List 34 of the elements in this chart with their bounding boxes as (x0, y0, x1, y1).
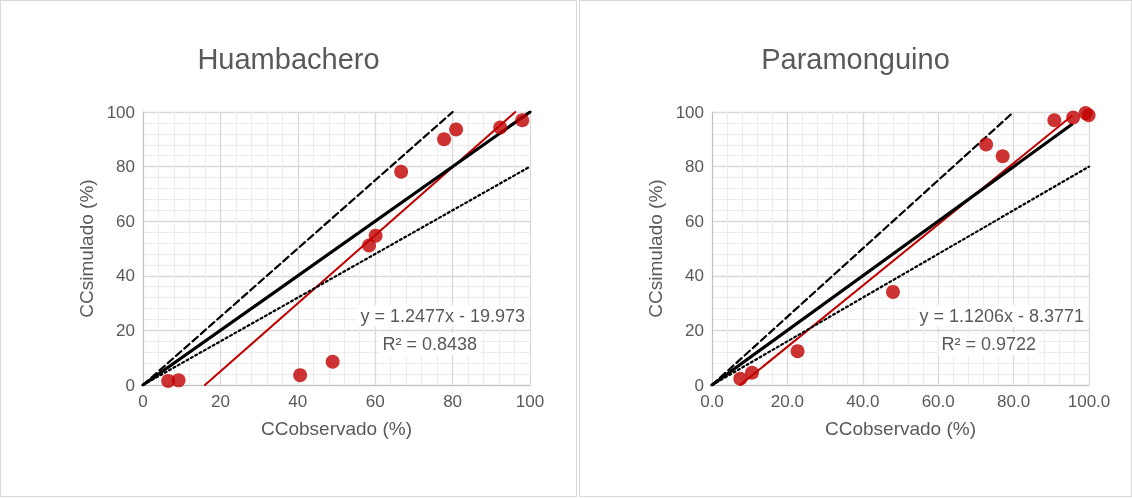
y-tick-label: 0 (125, 375, 135, 395)
y-tick-label: 20 (116, 320, 135, 340)
annotation: R² = 0.9722 (941, 334, 1036, 354)
x-tick-label: 80.0 (997, 392, 1031, 411)
x-tick-label: 0.0 (700, 392, 724, 411)
y-tick-label: 100 (675, 102, 704, 122)
annotation: R² = 0.8438 (382, 334, 477, 354)
x-axis-title: CCobservado (%) (825, 418, 976, 439)
y-tick-label: 40 (116, 266, 135, 286)
x-tick-label: 0 (138, 392, 148, 411)
chart-title: Huambachero (197, 42, 380, 75)
annotation: y = 1.1206x - 8.3771 (919, 306, 1085, 326)
x-tick-label: 80 (443, 392, 463, 411)
y-tick-label: 60 (685, 211, 704, 231)
y-tick-label: 20 (685, 320, 704, 340)
y-tick-label: 80 (116, 157, 135, 177)
y-axis-title: CCsimulado (%) (644, 179, 666, 318)
x-tick-label: 20 (210, 392, 230, 411)
annotation: y = 1.2477x - 19.973 (360, 306, 526, 326)
chart-title: Paramonguino (761, 42, 950, 75)
y-tick-label: 0 (694, 375, 704, 395)
x-axis-title: CCobservado (%) (261, 418, 412, 439)
x-tick-label: 100 (515, 392, 545, 411)
y-tick-label: 100 (106, 102, 135, 122)
y-axis-title: CCsimulado (%) (75, 179, 97, 318)
y-tick-label: 60 (116, 211, 135, 231)
x-tick-label: 100.0 (1067, 392, 1111, 411)
x-tick-label: 20.0 (770, 392, 804, 411)
x-tick-label: 40.0 (846, 392, 880, 411)
x-tick-label: 60 (365, 392, 385, 411)
x-tick-label: 40 (288, 392, 308, 411)
y-tick-label: 40 (685, 266, 704, 286)
y-tick-label: 80 (685, 157, 704, 177)
x-tick-label: 60.0 (921, 392, 955, 411)
